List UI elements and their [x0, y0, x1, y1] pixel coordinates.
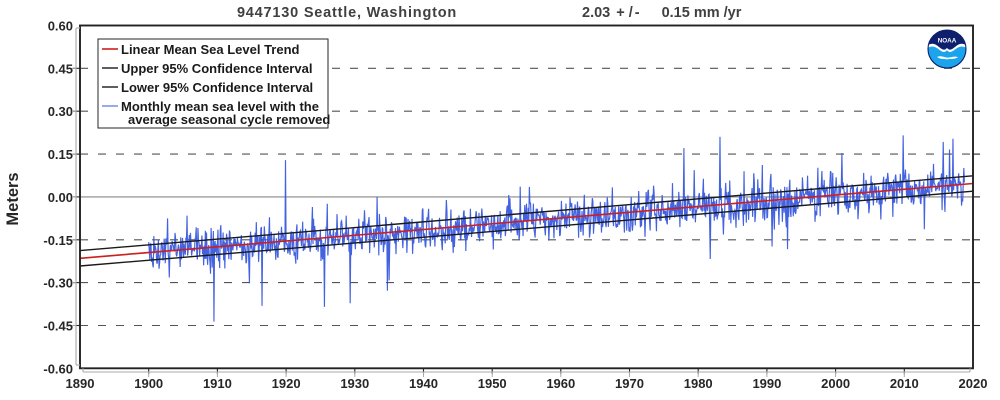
svg-text:0.30: 0.30	[48, 104, 73, 119]
svg-text:NOAA: NOAA	[938, 38, 957, 45]
svg-text:1920: 1920	[272, 376, 301, 391]
svg-text:Lower 95% Confidence Interval: Lower 95% Confidence Interval	[121, 80, 313, 95]
svg-text:1910: 1910	[203, 376, 232, 391]
svg-text:2.03 +/-0.15 mm/yr: 2.03 + / -0.15 mm/yr	[582, 5, 742, 21]
svg-text:2020: 2020	[959, 376, 988, 391]
svg-text:1930: 1930	[340, 376, 369, 391]
svg-text:-0.30: -0.30	[43, 276, 73, 291]
svg-text:1900: 1900	[134, 376, 163, 391]
svg-text:Upper 95% Confidence Interval: Upper 95% Confidence Interval	[121, 61, 312, 76]
svg-text:0.00: 0.00	[48, 190, 73, 205]
svg-text:0.60: 0.60	[48, 19, 73, 34]
svg-text:Linear Mean Sea Level Trend: Linear Mean Sea Level Trend	[121, 42, 300, 57]
svg-text:1940: 1940	[409, 376, 438, 391]
svg-text:0.15: 0.15	[48, 147, 73, 162]
svg-text:0.45: 0.45	[48, 61, 73, 76]
svg-text:1960: 1960	[546, 376, 575, 391]
svg-text:2010: 2010	[890, 376, 919, 391]
svg-text:average seasonal cycle removed: average seasonal cycle removed	[128, 112, 330, 127]
svg-text:-0.45: -0.45	[43, 319, 73, 334]
svg-text:1970: 1970	[615, 376, 644, 391]
svg-text:-0.15: -0.15	[43, 233, 73, 248]
svg-text:2000: 2000	[821, 376, 850, 391]
svg-text:1950: 1950	[478, 376, 507, 391]
svg-text:9447130 Seattle, Washington: 9447130 Seattle, Washington	[237, 5, 457, 21]
svg-text:-0.60: -0.60	[43, 361, 73, 376]
svg-text:Meters: Meters	[4, 172, 22, 225]
svg-text:1990: 1990	[752, 376, 781, 391]
svg-text:1980: 1980	[684, 376, 713, 391]
svg-text:1890: 1890	[66, 376, 95, 391]
